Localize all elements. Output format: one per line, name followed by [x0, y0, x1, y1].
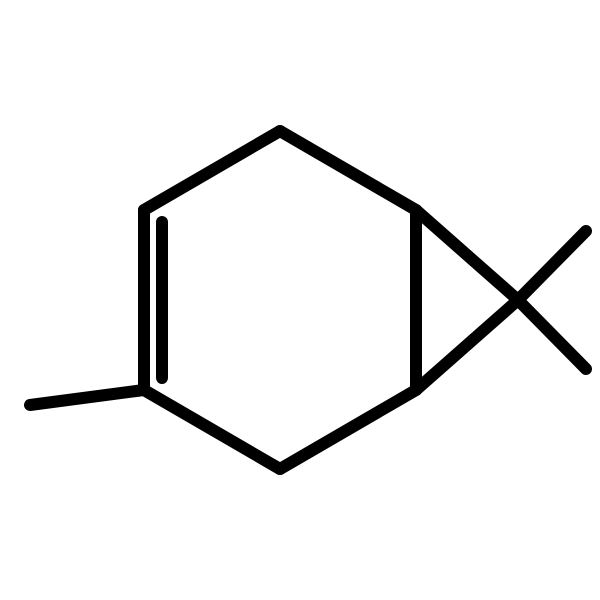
bonds-group: [30, 131, 586, 469]
chemical-structure-diagram: [0, 0, 600, 600]
b-c5-c6: [144, 390, 280, 469]
b-c7-me1: [518, 231, 586, 300]
b-c1-c2: [144, 131, 280, 210]
b-c4-c7: [416, 300, 518, 390]
b-c7-me2: [518, 300, 586, 369]
b-c6-me3: [30, 390, 144, 405]
b-c4-c5: [280, 390, 416, 469]
b-c2-c3: [280, 131, 416, 210]
b-c3-c7: [416, 210, 518, 300]
